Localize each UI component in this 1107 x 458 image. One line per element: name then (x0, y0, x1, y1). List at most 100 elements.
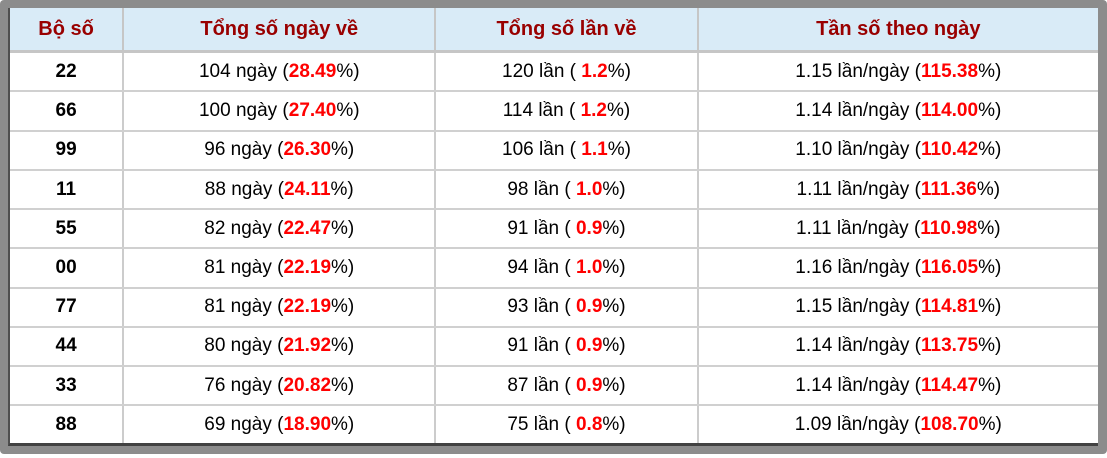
days-cell: 81 ngày (22.19%) (123, 287, 437, 328)
percent-close: %) (602, 296, 626, 318)
days-value: 82 ngày ( (204, 217, 284, 239)
table-body: 22 104 ngày (28.49%) 120 lần ( 1.2%) 1.15 l… (10, 51, 1098, 443)
times-cell: 91 lần ( 0.9%) (435, 209, 699, 250)
times-value: 91 lần ( (507, 217, 576, 239)
times-percent: 0.9 (575, 374, 603, 396)
days-value: 69 ngày ( (204, 413, 284, 435)
times-value: 120 lần ( (502, 60, 582, 82)
days-cell: 100 ngày (27.40%) (123, 91, 437, 132)
frequency-percent: 114.47 (920, 374, 979, 396)
percent-close: %) (607, 60, 631, 82)
frequency-value: 1.16 lần/ngày ( (795, 256, 921, 278)
col-header-times: Tổng số lần về (435, 8, 699, 53)
pair-cell: 66 (10, 91, 125, 132)
percent-close: %) (330, 178, 354, 200)
days-value: 100 ngày ( (198, 100, 289, 122)
times-percent: 0.9 (575, 296, 603, 318)
table-row: 88 69 ngày (18.90%) 75 lần ( 0.8%) 1.09 lần… (10, 405, 1098, 443)
times-cell: 93 lần ( 0.9%) (435, 287, 699, 328)
days-cell: 69 ngày (18.90%) (123, 405, 437, 443)
days-value: 76 ngày ( (204, 374, 284, 396)
times-value: 106 lần ( (502, 139, 582, 161)
frequency-cell: 1.14 lần/ngày (114.00%) (697, 91, 1098, 132)
times-cell: 87 lần ( 0.9%) (435, 366, 699, 407)
frequency-percent: 115.38 (920, 60, 979, 82)
days-value: 96 ngày ( (204, 139, 284, 161)
days-cell: 81 ngày (22.19%) (123, 248, 437, 289)
percent-close: %) (331, 296, 355, 318)
times-cell: 94 lần ( 1.0%) (435, 248, 699, 289)
pair-value: 66 (55, 100, 77, 122)
frequency-value: 1.14 lần/ngày ( (795, 100, 921, 122)
pair-value: 99 (55, 139, 77, 161)
times-cell: 91 lần ( 0.9%) (435, 326, 699, 368)
pair-value: 33 (55, 374, 77, 396)
days-percent: 24.11 (284, 178, 331, 200)
percent-close: %) (978, 139, 1002, 161)
times-cell: 75 lần ( 0.8%) (435, 405, 699, 443)
days-value: 88 ngày ( (204, 178, 285, 200)
times-cell: 114 lần ( 1.2%) (435, 91, 699, 132)
frequency-value: 1.15 lần/ngày ( (795, 60, 921, 82)
days-percent: 22.47 (283, 217, 332, 239)
pair-value: 00 (55, 256, 77, 278)
percent-close: %) (331, 335, 355, 357)
percent-close: %) (978, 60, 1002, 82)
percent-close: %) (978, 413, 1002, 435)
days-percent: 27.40 (288, 100, 337, 122)
table-row: 55 82 ngày (22.47%) 91 lần ( 0.9%) 1.11 lần… (10, 209, 1098, 250)
times-percent: 0.9 (575, 335, 603, 357)
frequency-cell: 1.15 lần/ngày (115.38%) (697, 51, 1098, 93)
percent-close: %) (331, 413, 355, 435)
days-cell: 88 ngày (24.11%) (123, 169, 437, 211)
pair-value: 88 (55, 413, 77, 435)
table-row: 77 81 ngày (22.19%) 93 lần ( 0.9%) 1.15 lần… (10, 287, 1098, 328)
pair-value: 44 (55, 335, 77, 357)
frequency-percent: 108.70 (920, 413, 979, 435)
frequency-cell: 1.09 lần/ngày (108.70%) (697, 405, 1098, 443)
frequency-cell: 1.15 lần/ngày (114.81%) (697, 287, 1098, 328)
days-percent: 20.82 (283, 374, 332, 396)
percent-close: %) (602, 256, 626, 278)
times-value: 94 lần ( (507, 256, 576, 278)
days-cell: 80 ngày (21.92%) (123, 326, 437, 368)
days-percent: 22.19 (283, 296, 332, 318)
percent-close: %) (607, 139, 631, 161)
frequency-value: 1.09 lần/ngày ( (794, 413, 921, 435)
frequency-percent: 116.05 (920, 256, 979, 278)
col-header-frequency: Tần số theo ngày (697, 8, 1098, 53)
percent-close: %) (336, 60, 360, 82)
pair-cell: 33 (10, 366, 125, 407)
frequency-cell: 1.11 lần/ngày (110.98%) (697, 209, 1098, 250)
pair-cell: 99 (10, 130, 125, 171)
frequency-percent: 110.42 (920, 139, 979, 161)
pair-value: 55 (55, 217, 77, 239)
frequency-percent: 114.00 (920, 100, 979, 122)
percent-close: %) (331, 217, 355, 239)
days-percent: 28.49 (288, 60, 337, 82)
frequency-cell: 1.16 lần/ngày (116.05%) (697, 248, 1098, 289)
pair-cell: 88 (10, 405, 125, 443)
times-value: 91 lần ( (507, 335, 576, 357)
percent-close: %) (602, 374, 626, 396)
pair-cell: 11 (10, 169, 125, 211)
days-cell: 82 ngày (22.47%) (123, 209, 437, 250)
days-cell: 76 ngày (20.82%) (123, 366, 437, 407)
table-row: 44 80 ngày (21.92%) 91 lần ( 0.9%) 1.14 lần… (10, 326, 1098, 368)
days-value: 104 ngày ( (198, 60, 289, 82)
pair-cell: 77 (10, 287, 125, 328)
frequency-percent: 114.81 (920, 296, 979, 318)
times-percent: 1.2 (580, 100, 607, 122)
times-percent: 1.0 (575, 178, 603, 200)
percent-close: %) (331, 374, 355, 396)
pair-cell: 22 (10, 51, 125, 93)
frequency-value: 1.14 lần/ngày ( (795, 374, 921, 396)
frequency-value: 1.15 lần/ngày ( (795, 296, 921, 318)
col-header-days: Tổng số ngày về (123, 8, 437, 53)
pair-value: 22 (55, 60, 77, 82)
pair-cell: 00 (10, 248, 125, 289)
header-row: Bộ số Tổng số ngày về Tổng số lần về Tần… (10, 8, 1098, 53)
pair-cell: 44 (10, 326, 125, 368)
frequency-percent: 113.75 (920, 335, 979, 357)
table-row: 99 96 ngày (26.30%) 106 lần ( 1.1%) 1.10 lầ… (10, 130, 1098, 171)
